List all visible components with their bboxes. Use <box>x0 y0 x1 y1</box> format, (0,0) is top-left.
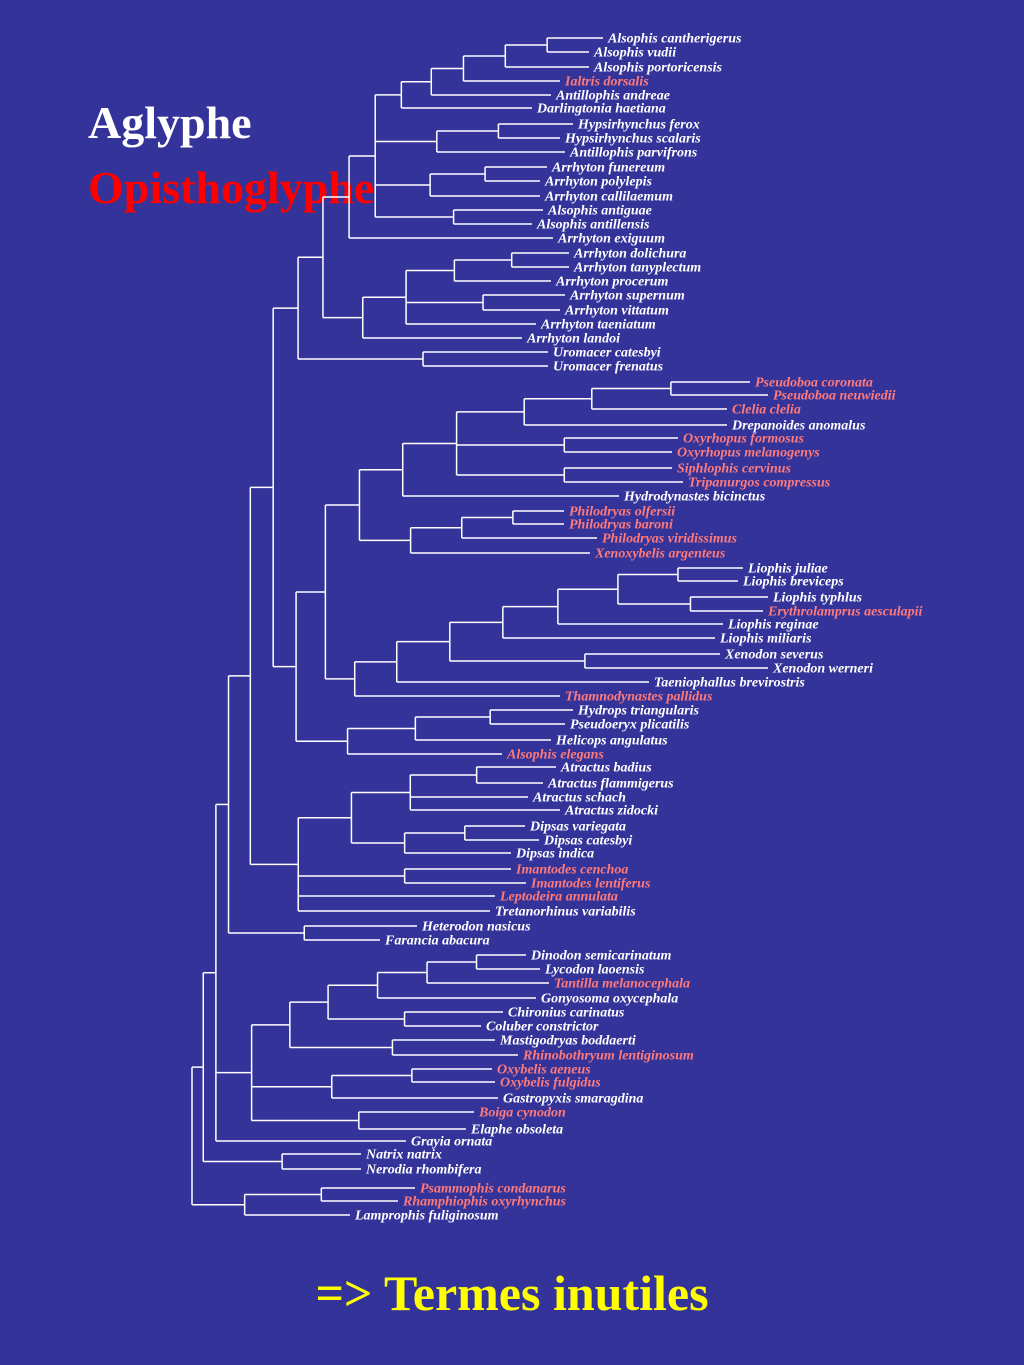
taxon-label: Tantilla melanocephala <box>554 977 690 992</box>
taxon-label: Arrhyton exiguum <box>557 232 665 247</box>
taxon-label: Alsophis cantherigerus <box>607 32 742 47</box>
taxon-label: Alsophis elegans <box>506 748 604 763</box>
taxon-label: Philodryas olfersii <box>569 505 675 520</box>
taxon-label: Oxybelis fulgidus <box>500 1076 601 1091</box>
taxon-label: Oxybelis aeneus <box>497 1063 591 1078</box>
taxon-label: Atractus zidocki <box>564 804 658 819</box>
taxon-label: Pseudoboa neuwiedii <box>773 389 896 404</box>
taxon-label: Lycodon laoensis <box>544 963 645 978</box>
taxon-label: Rhamphiophis oxyrhynchus <box>402 1195 567 1210</box>
taxon-label: Hydrops triangularis <box>577 704 700 719</box>
taxon-label: Heterodon nasicus <box>421 920 531 935</box>
taxon-label: Alsophis antillensis <box>536 218 650 233</box>
taxon-label: Alsophis antiguae <box>547 204 652 219</box>
taxon-label: Drepanoides anomalus <box>731 419 866 434</box>
taxon-label: Elaphe obsoleta <box>470 1123 563 1138</box>
taxon-label: Coluber constrictor <box>486 1020 599 1035</box>
taxon-label: Arrhyton callilaemum <box>544 190 673 205</box>
taxon-label: Clelia clelia <box>732 403 801 418</box>
taxon-label: Philodryas viridissimus <box>602 532 738 547</box>
taxon-label: Atractus badius <box>560 761 652 776</box>
legend-aglyphe: Aglyphe <box>88 97 252 148</box>
taxon-label: Helicops angulatus <box>555 734 668 749</box>
taxon-label: Uromacer frenatus <box>553 360 664 375</box>
taxon-label: Liophis typhlus <box>772 591 863 606</box>
taxon-label: Pseudoeryx plicatilis <box>570 718 690 733</box>
taxon-label: Arrhyton polylepis <box>544 175 653 190</box>
taxon-label: Hypsirhynchus ferox <box>577 118 700 133</box>
taxon-label: Hydrodynastes bicinctus <box>623 490 766 505</box>
taxon-label: Leptodeira annulata <box>499 890 618 905</box>
taxon-label: Arrhyton landoi <box>526 332 620 347</box>
taxon-label: Liophis juliae <box>747 562 828 577</box>
conclusion-text: => Termes inutiles <box>315 1265 709 1321</box>
taxon-label: Oxyrhopus melanogenys <box>677 446 820 461</box>
taxon-label: Mastigodryas boddaerti <box>499 1034 636 1049</box>
taxon-label: Imantodes lentiferus <box>530 877 651 892</box>
taxon-label: Nerodia rhombifera <box>365 1163 482 1178</box>
taxon-label: Farancia abacura <box>384 934 490 949</box>
taxon-label: Liophis breviceps <box>742 575 844 590</box>
taxon-label: Lamprophis fuliginosum <box>354 1209 499 1224</box>
taxon-label: Gastropyxis smaragdina <box>503 1092 643 1107</box>
taxon-label: Atractus flammigerus <box>547 777 674 792</box>
taxon-label: Antillophis andreae <box>555 89 670 104</box>
taxon-label: Arrhyton supernum <box>569 289 685 304</box>
taxon-label: Liophis miliaris <box>719 632 812 647</box>
taxon-label: Dipsas variegata <box>529 820 626 835</box>
taxon-label: Natrix natrix <box>365 1148 442 1163</box>
taxon-label: Erythrolamprus aesculapii <box>767 605 923 620</box>
taxon-label: Arrhyton funereum <box>551 161 665 176</box>
taxon-label: Arrhyton taeniatum <box>540 318 656 333</box>
taxon-label: Chironius carinatus <box>508 1006 625 1021</box>
taxon-label: Arrhyton procerum <box>555 275 669 290</box>
taxon-label: Arrhyton dolichura <box>573 247 686 262</box>
taxon-label: Dinodon semicarinatum <box>530 949 672 964</box>
taxon-label: Rhinobothryum lentiginosum <box>522 1049 694 1064</box>
taxon-label: Boiga cynodon <box>478 1106 566 1121</box>
taxon-label: Dipsas indica <box>515 847 594 862</box>
taxon-label: Liophis reginae <box>727 618 819 633</box>
taxon-label: Darlingtonia haetiana <box>536 102 666 117</box>
taxon-label: Imantodes cenchoa <box>515 863 628 878</box>
legend-opisthoglyphe: Opisthoglyphe <box>88 162 375 213</box>
taxon-label: Gonyosoma oxycephala <box>541 992 678 1007</box>
taxon-label: Thamnodynastes pallidus <box>565 690 713 705</box>
taxon-label: Pseudoboa coronata <box>755 376 873 391</box>
taxon-label: Siphlophis cervinus <box>677 462 792 477</box>
taxon-label: Alsophis vudii <box>593 46 676 61</box>
taxon-label: Tripanurgos compressus <box>688 476 831 491</box>
taxon-label: Grayia ornata <box>411 1135 492 1150</box>
taxon-label: Philodryas baroni <box>569 518 673 533</box>
taxon-label: Psammophis condanarus <box>420 1182 566 1197</box>
taxon-label: Tretanorhinus variabilis <box>495 905 636 920</box>
taxon-label: Antillophis parvifrons <box>569 146 698 161</box>
taxon-label: Xenodon severus <box>724 648 824 663</box>
taxon-label: Alsophis portoricensis <box>593 61 723 76</box>
taxon-label: Dipsas catesbyi <box>543 834 632 849</box>
taxon-label: Taeniophallus brevirostris <box>654 676 805 691</box>
taxon-label: Atractus schach <box>532 791 626 806</box>
taxon-label: Xenoxybelis argenteus <box>594 547 726 562</box>
taxon-label: Arrhyton tanyplectum <box>573 261 701 276</box>
taxon-label: Arrhyton vittatum <box>564 304 669 319</box>
taxon-label: Ialtris dorsalis <box>564 75 649 90</box>
taxon-label: Uromacer catesbyi <box>553 346 661 361</box>
taxon-label: Xenodon werneri <box>772 662 873 677</box>
taxon-label: Hypsirhynchus scalaris <box>564 132 701 147</box>
taxon-label: Oxyrhopus formosus <box>683 432 805 447</box>
